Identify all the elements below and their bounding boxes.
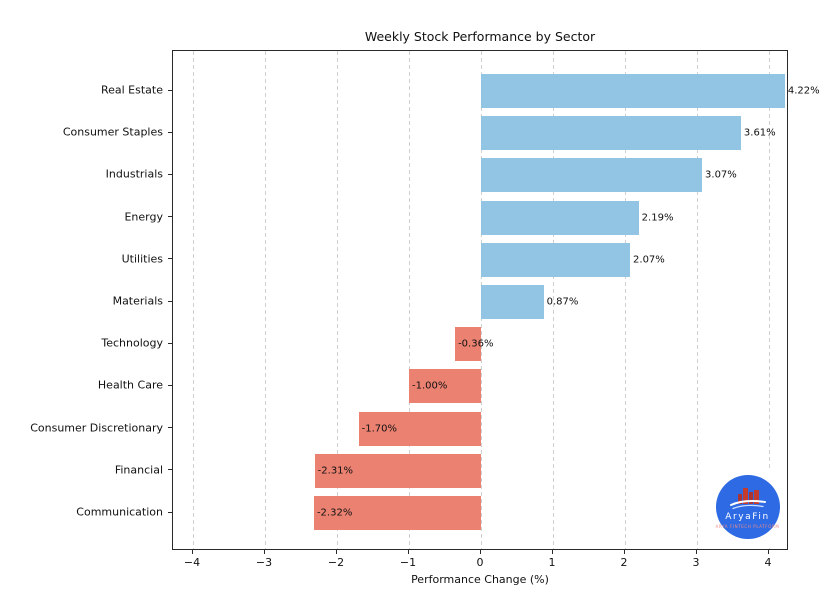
logo-barchart-wave-icon	[729, 488, 766, 510]
bar-value-label: -1.00%	[412, 380, 448, 392]
bar	[481, 116, 741, 151]
x-tick-label: 0	[476, 556, 484, 569]
x-tick-mark	[479, 550, 481, 554]
bar-value-label: -0.36%	[458, 338, 494, 350]
gridline	[336, 51, 338, 549]
gridline	[552, 51, 554, 549]
gridline	[624, 51, 626, 549]
bar-value-label: 0.87%	[546, 296, 579, 308]
x-tick-label: 3	[692, 556, 700, 569]
logo-circle: AryaFin ARYA FINTECH PLATFORM	[715, 475, 780, 539]
gridline	[768, 51, 770, 549]
bar	[455, 327, 481, 362]
category-label: Industrials	[105, 167, 163, 181]
category-label: Consumer Staples	[62, 125, 163, 139]
category-label: Consumer Discretionary	[30, 421, 163, 435]
brand-logo: AryaFin ARYA FINTECH PLATFORM	[711, 469, 784, 545]
y-tick-mark	[168, 89, 172, 91]
y-tick-mark	[168, 384, 172, 386]
x-tick-mark	[263, 550, 265, 554]
x-tick-mark	[335, 550, 337, 554]
bar-value-label: 2.19%	[641, 212, 674, 224]
category-label: Financial	[114, 463, 163, 477]
x-tick-label: −4	[183, 556, 201, 569]
y-tick-mark	[168, 300, 172, 302]
x-tick-mark	[623, 550, 625, 554]
x-axis-title: Performance Change (%)	[411, 573, 549, 586]
y-tick-mark	[168, 131, 172, 133]
x-tick-label: −3	[255, 556, 273, 569]
bar	[314, 453, 481, 488]
y-tick-mark	[168, 427, 172, 429]
gridline	[192, 51, 194, 549]
x-tick-label: −1	[399, 556, 417, 569]
y-tick-mark	[168, 469, 172, 471]
gridline	[264, 51, 266, 549]
plot-area: 4.22% 3.61% 3.07% 2.19% 2.07% 0.87% -0.36% -1.0…	[172, 50, 820, 550]
bar	[481, 74, 785, 108]
x-tick-mark	[407, 550, 409, 554]
category-label: Utilities	[121, 252, 163, 266]
x-tick-label: −2	[327, 556, 345, 569]
x-tick-mark	[767, 550, 769, 554]
bar	[409, 369, 481, 404]
bar-value-label: 2.07%	[633, 254, 665, 266]
y-tick-mark	[168, 258, 172, 260]
y-tick-mark	[168, 511, 172, 513]
x-tick-mark	[551, 550, 553, 554]
bar-value-label: 3.61%	[743, 127, 776, 139]
y-tick-mark	[168, 216, 172, 218]
x-tick-mark	[695, 550, 697, 554]
bar	[313, 496, 481, 530]
bar	[358, 411, 481, 446]
bar-value-label: 3.07%	[705, 169, 737, 181]
y-tick-mark	[168, 173, 172, 175]
bar-value-label: 4.22%	[787, 85, 820, 97]
category-label: Energy	[124, 210, 163, 224]
category-label: Communication	[76, 505, 163, 519]
bar	[481, 200, 639, 235]
x-tick-label: 1	[548, 556, 556, 569]
x-tick-mark	[191, 550, 193, 554]
x-tick-label: 2	[620, 556, 628, 569]
chart-title: Weekly Stock Performance by Sector	[364, 29, 596, 44]
gridline	[696, 51, 698, 549]
category-label: Materials	[112, 294, 163, 308]
logo-brand-text: AryaFin	[725, 512, 770, 523]
x-tick-label: 4	[764, 556, 772, 569]
bar	[481, 285, 544, 319]
bar	[481, 158, 703, 193]
bar-value-label: -1.70%	[361, 423, 397, 435]
category-label: Real Estate	[100, 83, 163, 97]
y-tick-mark	[168, 342, 172, 344]
category-label: Health Care	[97, 378, 163, 392]
bar-value-label: -2.32%	[316, 507, 353, 519]
logo-tagline-text: ARYA FINTECH PLATFORM	[715, 523, 780, 529]
category-label: Technology	[101, 336, 163, 350]
bar-value-label: -2.31%	[317, 465, 354, 477]
gridline	[408, 51, 410, 549]
bar	[481, 242, 631, 277]
